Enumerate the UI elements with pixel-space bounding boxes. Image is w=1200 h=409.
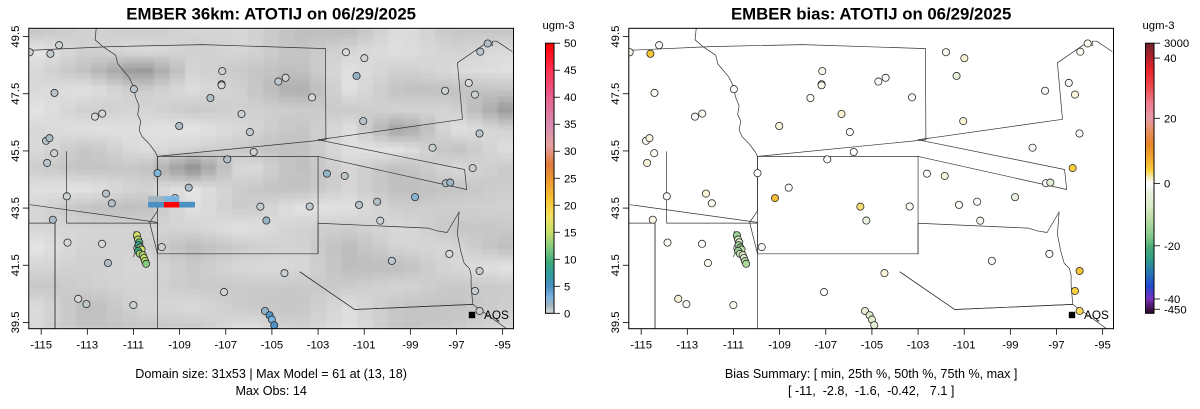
svg-text:40: 40 bbox=[1164, 53, 1177, 65]
svg-text:-115: -115 bbox=[630, 340, 652, 352]
svg-text:AQS: AQS bbox=[1084, 308, 1109, 322]
svg-text:15: 15 bbox=[564, 227, 577, 239]
svg-text:-107: -107 bbox=[814, 340, 837, 352]
svg-text:47.5: 47.5 bbox=[610, 83, 622, 105]
svg-text:Max Obs: 14: Max Obs: 14 bbox=[235, 384, 306, 398]
svg-text:-109: -109 bbox=[168, 340, 191, 352]
svg-text:-101: -101 bbox=[953, 340, 976, 352]
svg-text:-105: -105 bbox=[261, 340, 284, 352]
svg-text:-97: -97 bbox=[1048, 340, 1064, 352]
svg-text:10: 10 bbox=[564, 254, 577, 266]
svg-text:0: 0 bbox=[564, 308, 570, 320]
svg-text:Domain size: 31x53 | Max Model: Domain size: 31x53 | Max Model = 61 at (… bbox=[135, 367, 407, 381]
svg-text:43.5: 43.5 bbox=[610, 197, 622, 219]
svg-text:-99: -99 bbox=[1002, 340, 1018, 352]
svg-text:EMBER 36km: ATOTIJ on 06/29/20: EMBER 36km: ATOTIJ on 06/29/2025 bbox=[126, 5, 416, 24]
svg-text:-450: -450 bbox=[1164, 304, 1187, 316]
svg-text:49.5: 49.5 bbox=[10, 26, 22, 48]
svg-text:43.5: 43.5 bbox=[10, 197, 22, 219]
svg-text:30: 30 bbox=[564, 146, 577, 158]
svg-text:-113: -113 bbox=[676, 340, 698, 352]
svg-text:25: 25 bbox=[564, 173, 577, 185]
svg-text:3000: 3000 bbox=[1164, 38, 1189, 50]
svg-text:0: 0 bbox=[1164, 178, 1170, 190]
svg-text:EMBER bias: ATOTIJ on 06/29/20: EMBER bias: ATOTIJ on 06/29/2025 bbox=[731, 5, 1011, 24]
svg-text:-99: -99 bbox=[402, 340, 418, 352]
svg-text:ugm-3: ugm-3 bbox=[1143, 20, 1175, 32]
svg-text:-109: -109 bbox=[768, 340, 791, 352]
svg-text:-20: -20 bbox=[1164, 241, 1180, 253]
svg-text:49.5: 49.5 bbox=[610, 26, 622, 48]
svg-text:[ -11, -2.8, -1.6, -0.42,: [ -11, -2.8, -1.6, -0.42, 7.1 ] bbox=[788, 384, 954, 398]
svg-text:50: 50 bbox=[564, 38, 577, 50]
svg-text:-105: -105 bbox=[861, 340, 884, 352]
svg-text:40: 40 bbox=[564, 92, 577, 104]
svg-text:39.5: 39.5 bbox=[610, 311, 622, 333]
svg-text:20: 20 bbox=[1164, 113, 1177, 125]
svg-text:45: 45 bbox=[564, 65, 577, 77]
svg-text:-111: -111 bbox=[123, 340, 144, 352]
svg-text:-95: -95 bbox=[1094, 340, 1110, 352]
svg-text:39.5: 39.5 bbox=[10, 311, 22, 333]
svg-text:-95: -95 bbox=[494, 340, 510, 352]
svg-text:41.5: 41.5 bbox=[10, 254, 22, 276]
svg-text:35: 35 bbox=[564, 119, 577, 131]
svg-text:41.5: 41.5 bbox=[610, 254, 622, 276]
svg-text:45.5: 45.5 bbox=[610, 140, 622, 162]
svg-text:Bias Summary: [ min, 25th %, 5: Bias Summary: [ min, 25th %, 50th %, 75t… bbox=[725, 367, 1018, 381]
svg-text:20: 20 bbox=[564, 200, 577, 212]
svg-text:-115: -115 bbox=[30, 340, 52, 352]
svg-text:-97: -97 bbox=[448, 340, 464, 352]
svg-text:45.5: 45.5 bbox=[10, 140, 22, 162]
svg-text:ugm-3: ugm-3 bbox=[543, 20, 575, 32]
svg-text:5: 5 bbox=[564, 281, 570, 293]
svg-text:47.5: 47.5 bbox=[10, 83, 22, 105]
svg-text:AQS: AQS bbox=[484, 308, 509, 322]
svg-text:-103: -103 bbox=[307, 340, 330, 352]
svg-text:-111: -111 bbox=[723, 340, 744, 352]
svg-text:-103: -103 bbox=[907, 340, 930, 352]
svg-text:-113: -113 bbox=[76, 340, 98, 352]
svg-text:-107: -107 bbox=[214, 340, 237, 352]
svg-text:-101: -101 bbox=[353, 340, 376, 352]
